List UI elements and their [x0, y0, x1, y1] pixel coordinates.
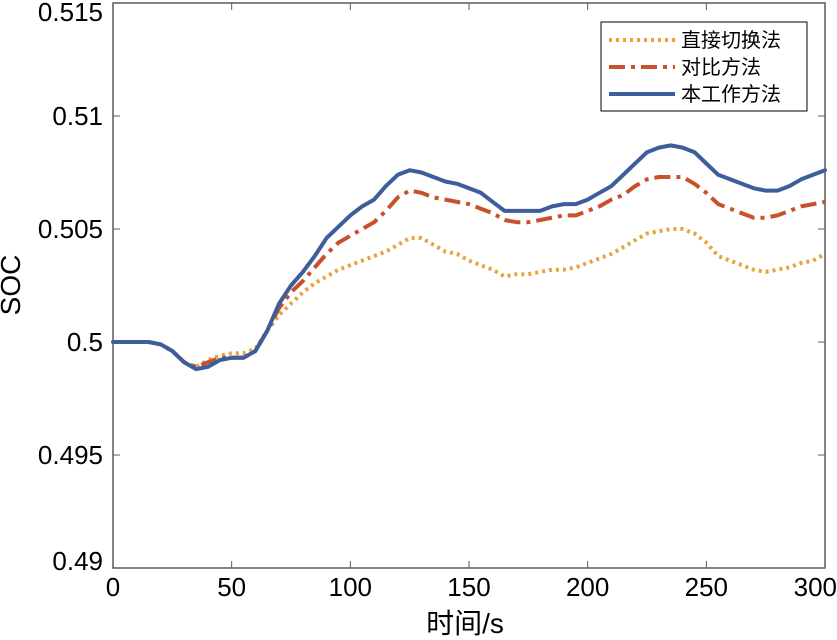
x-tick-label: 200 [566, 572, 609, 602]
y-tick-label: 0.515 [38, 0, 103, 27]
y-tick-label: 0.495 [38, 440, 103, 470]
y-tick-label: 0.49 [52, 546, 103, 576]
y-axis-label: SOC [0, 255, 26, 316]
x-tick-label: 300 [794, 572, 837, 602]
legend-label-2: 对比方法 [681, 55, 761, 79]
x-tick-label: 0 [106, 572, 120, 602]
x-axis-label: 时间/s [426, 608, 504, 639]
x-tick-label: 50 [217, 572, 246, 602]
y-tick-label: 0.5 [67, 327, 103, 357]
x-axis-ticks: 0 50 100 150 200 250 300 [106, 3, 837, 602]
y-tick-label: 0.505 [38, 214, 103, 244]
series-line-3 [111, 143, 827, 372]
x-tick-label: 150 [447, 572, 490, 602]
y-tick-label: 0.51 [52, 101, 103, 131]
x-tick-label: 100 [329, 572, 372, 602]
legend-label-1: 直接切换法 [681, 28, 781, 52]
series-lines [111, 143, 827, 372]
legend-box [600, 21, 808, 112]
x-tick-label: 250 [685, 572, 728, 602]
legend-label-3: 本工作方法 [681, 82, 781, 106]
y-axis-ticks: 0.49 0.495 0.5 0.505 0.51 0.515 [38, 0, 825, 576]
